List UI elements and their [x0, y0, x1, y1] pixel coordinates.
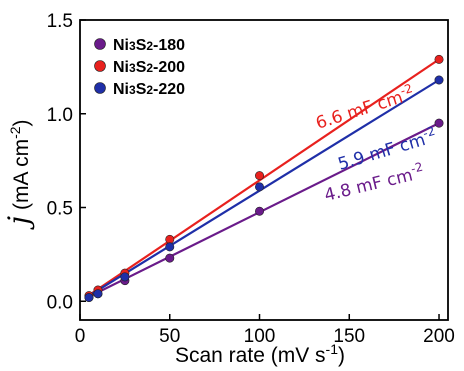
legend-marker: [94, 60, 106, 72]
data-point: [434, 118, 444, 128]
data-point: [255, 171, 265, 181]
legend-label: Ni3S2-200: [113, 59, 185, 76]
axis-ticks: [79, 19, 440, 320]
x-tick-label: 0: [75, 326, 86, 347]
data-point: [165, 253, 175, 263]
data-point: [255, 182, 265, 192]
legend-item: Ni3S2-180: [94, 37, 185, 54]
x-tick-label: 50: [159, 326, 180, 347]
fit-line: [88, 58, 440, 297]
legend-item: Ni3S2-200: [94, 59, 185, 76]
y-axis-title-symbol: j: [2, 216, 35, 231]
y-tick-label: 0.0: [47, 292, 73, 313]
x-tick-label: 150: [333, 326, 365, 347]
legend-marker: [94, 82, 106, 94]
x-axis-title-sup: -1: [326, 341, 339, 357]
y-tick-label: 1.5: [47, 11, 73, 32]
slope-annotation: 4.8 mF cm-2: [322, 160, 427, 206]
x-tick-labels: 0 50 100 150 200: [75, 326, 455, 347]
legend-marker: [94, 38, 106, 50]
legend-label: Ni3S2-220: [113, 81, 185, 98]
slope-annotation: 5.9 mF cm-2: [335, 124, 439, 175]
data-points: [84, 54, 444, 302]
y-tick-label: 0.5: [47, 199, 73, 220]
data-point: [165, 234, 175, 244]
data-point: [434, 54, 444, 64]
data-point: [165, 242, 175, 252]
fit-line: [88, 79, 440, 297]
x-axis-title: Scan rate (mV s-1): [175, 341, 345, 367]
legend-item: Ni3S2-220: [94, 81, 185, 98]
legend: Ni3S2-180 Ni3S2-200 Ni3S2-220: [94, 37, 185, 98]
x-tick-label: 100: [244, 326, 276, 347]
y-tick-label: 1.0: [47, 105, 73, 126]
data-point: [93, 289, 103, 299]
y-tick-labels: 0.0 0.5 1.0 1.5: [47, 11, 73, 313]
data-point: [434, 75, 444, 85]
legend-label: Ni3S2-180: [113, 37, 185, 54]
fit-lines: [88, 58, 440, 298]
plot-area: [79, 19, 449, 321]
data-point: [84, 292, 94, 302]
y-axis-title-sup: -2: [7, 126, 23, 139]
fit-line: [88, 122, 440, 298]
data-point: [255, 206, 265, 216]
x-tick-label: 200: [423, 326, 455, 347]
plot-frame: [79, 19, 449, 321]
data-point: [120, 272, 130, 282]
y-axis-title: j (mA cm-2): [2, 119, 35, 230]
